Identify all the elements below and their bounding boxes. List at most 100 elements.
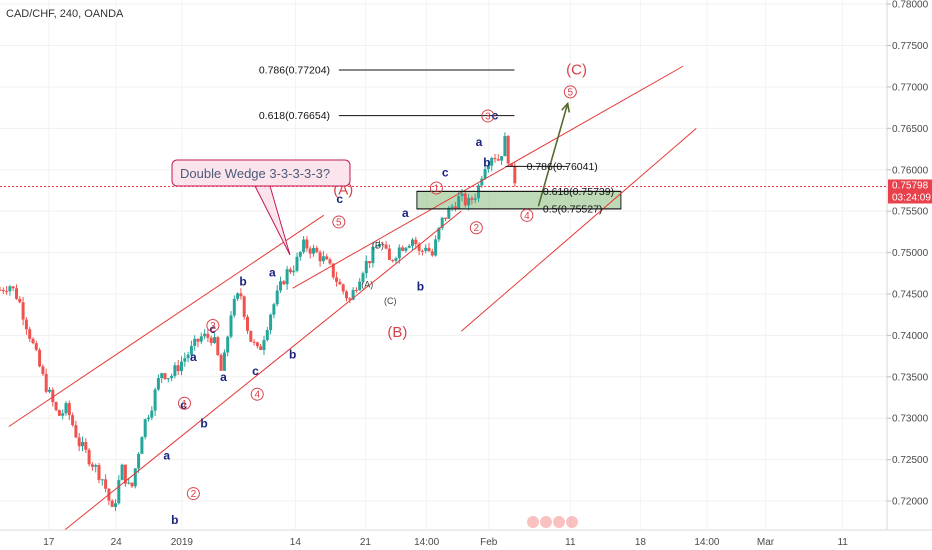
- candle-body: [199, 336, 203, 342]
- candle-body: [1, 289, 5, 292]
- candle-body: [434, 239, 438, 256]
- time-tick-label: Feb: [480, 537, 498, 548]
- candle-body: [84, 441, 88, 450]
- candle-body: [467, 198, 471, 206]
- candle-body: [496, 159, 500, 161]
- candle-body: [420, 250, 424, 252]
- candle-body: [486, 165, 490, 170]
- candle-body: [285, 269, 289, 285]
- candle-body: [31, 338, 35, 344]
- candle-body: [28, 329, 32, 339]
- candle-body: [371, 246, 375, 264]
- candle-body: [457, 195, 461, 209]
- candle-body: [348, 298, 352, 300]
- candle-body: [401, 247, 405, 251]
- time-tick-label: 14:00: [694, 537, 719, 548]
- candle-body: [305, 239, 309, 249]
- candle-body: [288, 269, 292, 273]
- candle-body: [430, 251, 434, 256]
- target-arrow-head: [561, 101, 571, 113]
- wave-label: c: [492, 108, 499, 122]
- candle-body: [94, 465, 98, 467]
- candle-body: [87, 449, 91, 465]
- candle-body: [450, 206, 454, 208]
- candle-body: [414, 239, 418, 245]
- candle-body: [18, 298, 22, 303]
- candle-body: [453, 206, 457, 209]
- price-tick-label: 0.76000: [892, 165, 929, 176]
- candle-body: [440, 217, 444, 228]
- wave-label: b: [417, 280, 424, 294]
- candle-body: [193, 338, 197, 346]
- candle-body: [15, 288, 18, 299]
- wave-label: (B): [387, 324, 407, 341]
- callout-text: Double Wedge 3-3-3-3-3?: [180, 166, 330, 181]
- candle-body: [48, 389, 51, 392]
- candle-body: [21, 302, 25, 320]
- candle-body: [38, 349, 42, 367]
- candle-body: [490, 158, 494, 166]
- candle-body: [477, 185, 480, 199]
- candle-body: [41, 366, 45, 375]
- time-tick-label: 21: [360, 537, 372, 548]
- candle-body: [503, 136, 507, 157]
- wave-circle-number: 2: [191, 489, 197, 500]
- candle-body: [24, 319, 28, 330]
- candle-body: [384, 244, 388, 249]
- candle-body: [222, 352, 226, 371]
- candle-body: [444, 217, 447, 219]
- wave-label: a: [402, 206, 409, 220]
- candle-body: [387, 248, 391, 261]
- time-tick-label: 11: [565, 537, 576, 548]
- candle-body: [331, 263, 335, 278]
- price-tick-label: 0.77000: [892, 82, 929, 93]
- candle-body: [11, 286, 15, 289]
- price-tick-label: 0.78000: [892, 0, 929, 11]
- candle-body: [71, 415, 75, 426]
- candle-body: [470, 198, 474, 200]
- time-tick-label: 14:00: [414, 537, 439, 548]
- fib-levels: 0.786(0.77204) 0.618(0.76654) 0.786(0.7604…: [259, 65, 621, 215]
- time-tick-label: Mar: [757, 537, 775, 548]
- candle-body: [0, 289, 2, 291]
- candle-body: [391, 260, 395, 262]
- time-tick-label: 17: [43, 537, 55, 548]
- wave-label: b: [171, 513, 178, 527]
- candle-body: [378, 244, 381, 247]
- candle-body: [404, 247, 408, 251]
- candle-body: [104, 479, 108, 489]
- candle-body: [246, 316, 249, 331]
- wave-circle-number: 1: [434, 183, 440, 194]
- wave-labels: abcbaacbcabcabcacb(A)(B)(C)(B)(A)(C)1234…: [163, 62, 587, 528]
- candle-body: [513, 165, 517, 184]
- fib-label: 0.786(0.76041): [527, 161, 598, 173]
- price-tick-label: 0.74000: [892, 331, 929, 342]
- callout: Double Wedge 3-3-3-3-3?: [171, 159, 351, 256]
- candle-body: [196, 338, 200, 342]
- wave-circle-number: 4: [254, 390, 260, 401]
- candle-body: [407, 245, 411, 248]
- trendlines: [8, 65, 697, 531]
- candle-body: [358, 281, 362, 291]
- candle-body: [209, 337, 213, 343]
- wave-label: a: [190, 350, 197, 364]
- candle-body: [295, 256, 299, 271]
- candle-body: [493, 158, 497, 160]
- logo-watermark: [527, 516, 578, 528]
- fib-label: 0.618(0.75739): [543, 186, 614, 198]
- candle-body: [143, 419, 147, 438]
- candle-body: [8, 286, 12, 292]
- candle-body: [394, 258, 398, 261]
- wave-label: b: [200, 416, 207, 430]
- price-axis: 0.78000 0.77500 0.77000 0.76500 0.76000 0.755…: [887, 0, 929, 508]
- wave-circle-number: 3: [485, 111, 491, 122]
- candle-body: [282, 281, 286, 285]
- candle-body: [411, 239, 414, 246]
- candle-body: [232, 298, 236, 316]
- candle-body: [160, 373, 164, 379]
- candle-body: [361, 273, 365, 282]
- candle-body: [338, 281, 342, 285]
- fib-label: 0.786(0.77204): [259, 65, 330, 77]
- candle-body: [216, 337, 220, 356]
